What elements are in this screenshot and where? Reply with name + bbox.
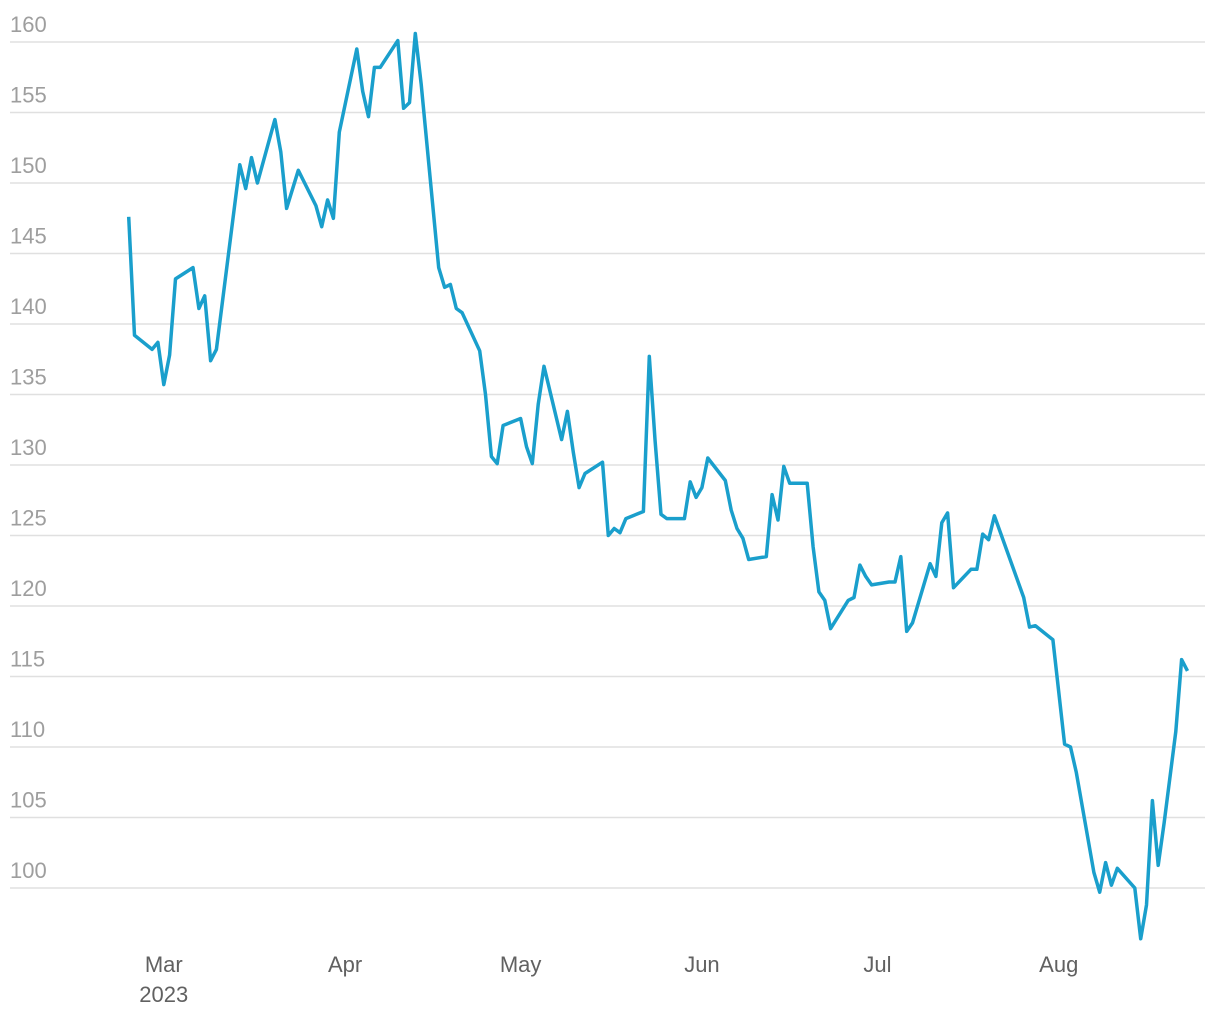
y-tick-label: 155 xyxy=(10,83,47,108)
y-tick-label: 110 xyxy=(10,717,45,742)
y-tick-label: 150 xyxy=(10,153,47,178)
x-tick-label: Mar 2023 xyxy=(139,952,189,1007)
price-line xyxy=(126,31,1190,941)
x-tick-label: Apr xyxy=(327,952,363,977)
x-tick-label: Aug xyxy=(1039,952,1079,977)
x-tick-label: May xyxy=(499,952,542,977)
y-tick-label: 130 xyxy=(10,435,47,460)
y-tick-label: 125 xyxy=(10,506,47,531)
y-tick-label: 160 xyxy=(10,12,47,37)
y-tick-label: 145 xyxy=(10,224,47,249)
y-tick-label: 115 xyxy=(10,647,45,672)
y-tick-label: 135 xyxy=(10,365,47,390)
x-tick-label: Jun xyxy=(684,952,720,977)
y-tick-label: 140 xyxy=(10,294,47,319)
y-tick-label: 105 xyxy=(10,788,47,813)
x-tick-label: Jul xyxy=(863,952,892,977)
y-tick-label: 120 xyxy=(10,576,47,601)
y-tick-label: 100 xyxy=(10,858,47,883)
